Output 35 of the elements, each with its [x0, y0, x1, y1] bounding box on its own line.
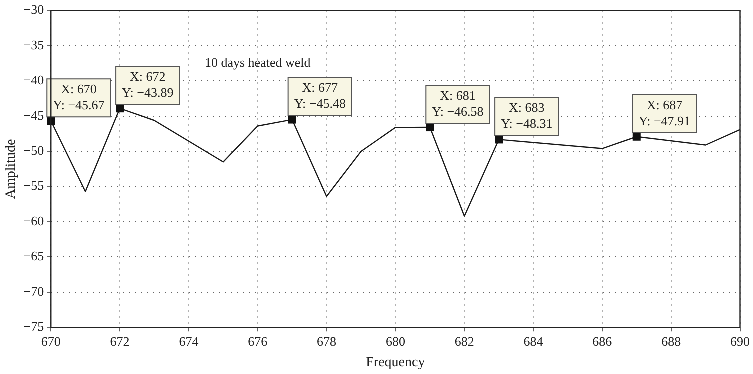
x-tick-label: 688	[662, 334, 682, 349]
text: 10 days heated weld	[204, 55, 312, 70]
y-tick-label: −55	[24, 178, 44, 194]
x-tick-label: 676	[248, 334, 268, 349]
x-tick-label: 678	[317, 334, 337, 349]
y-tick-label: −40	[24, 72, 44, 88]
point	[116, 104, 124, 113]
y-tick-label: −30	[24, 2, 44, 18]
y-tick-label: −60	[24, 213, 44, 228]
y-tick-label: −75	[24, 319, 44, 334]
point	[288, 116, 296, 124]
annotation: X: 672 Y: −43.89	[122, 69, 174, 100]
x-tick-label: 680	[386, 334, 406, 349]
y-tick-label: −70	[24, 284, 44, 299]
x-tick-label: 682	[454, 334, 474, 349]
annotation: X: 670 Y: −45.67	[53, 82, 106, 113]
y-axis-title: Amplitude	[4, 139, 20, 200]
y-tick-label: −50	[24, 143, 44, 158]
x-tick-label: 690	[730, 334, 750, 349]
x-axis-title: Frequency	[366, 355, 426, 370]
annotation: X: 677 Y: −45.48	[294, 80, 346, 112]
annotation: X: 683 Y: −48.31	[501, 100, 553, 132]
y-tick-label: −65	[24, 248, 44, 264]
x-tick-label: 670	[41, 334, 61, 349]
point	[426, 124, 434, 132]
x-tick-label: 672	[110, 334, 130, 349]
point	[632, 132, 641, 141]
point	[495, 136, 504, 144]
x-tick-label: 674	[179, 334, 200, 349]
y-tick-label: −35	[24, 37, 44, 52]
annotation: X: 681 Y: −46.58	[432, 88, 484, 119]
x-tick-label: 686	[592, 334, 613, 349]
annotation: X: 687 Y: −47.91	[638, 97, 691, 128]
y-tick-label: −45	[24, 108, 44, 123]
x-tick-label: 684	[524, 334, 544, 349]
